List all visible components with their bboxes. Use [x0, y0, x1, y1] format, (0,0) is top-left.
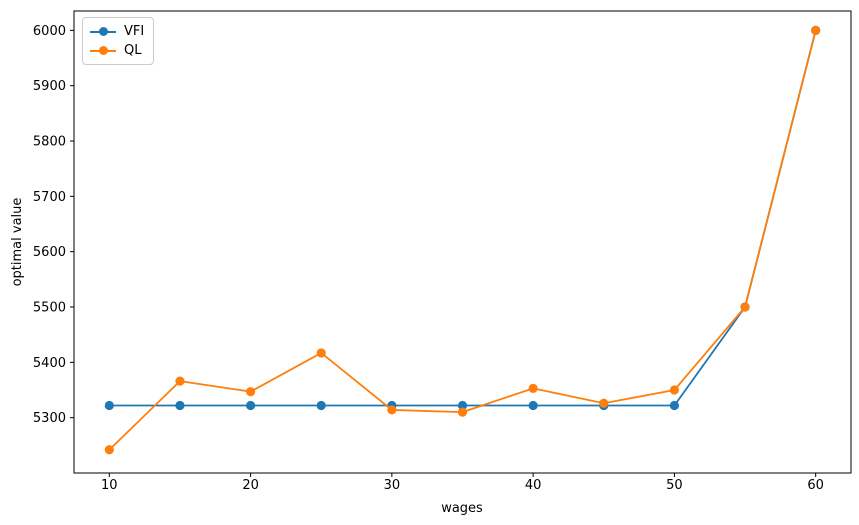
y-tick-label: 6000 — [33, 24, 66, 39]
series-marker-vfi — [104, 400, 114, 411]
series-marker-vfi — [316, 400, 326, 411]
x-tick-label: 10 — [101, 478, 118, 493]
series-marker-ql — [175, 376, 185, 386]
series-marker-ql — [811, 25, 821, 35]
legend-item-vfi: VFI — [90, 22, 144, 41]
series-marker-vfi — [457, 400, 468, 411]
series-marker-ql — [528, 383, 538, 393]
series-marker-ql — [740, 302, 750, 312]
series-marker-ql — [316, 348, 326, 358]
x-tick-label: 30 — [384, 478, 401, 493]
x-tick-label: 20 — [242, 478, 259, 493]
y-tick-label: 5600 — [33, 245, 66, 260]
series-marker-ql — [669, 385, 680, 395]
series-marker-vfi — [175, 400, 185, 411]
series-marker-ql — [387, 405, 397, 415]
legend-item-ql: QL — [90, 41, 144, 60]
x-tick-label: 40 — [525, 478, 542, 493]
series-marker-ql — [104, 445, 114, 455]
vfi-line-marker-icon — [90, 27, 116, 37]
y-tick-label: 5500 — [33, 301, 66, 316]
series-marker-ql — [245, 387, 256, 397]
x-tick-label: 60 — [807, 478, 824, 493]
series-marker-ql — [457, 407, 468, 417]
y-tick-label: 5900 — [33, 79, 66, 94]
x-axis-label: wages — [441, 501, 483, 516]
legend-label-ql: QL — [124, 43, 142, 58]
y-tick-label: 5800 — [33, 135, 66, 150]
legend-label-vfi: VFI — [124, 24, 145, 39]
y-tick-label: 5300 — [33, 411, 66, 426]
series-marker-ql — [599, 398, 609, 408]
series-marker-vfi — [528, 400, 538, 411]
series-marker-vfi — [245, 400, 256, 411]
y-tick-label: 5700 — [33, 190, 66, 205]
ql-line-marker-icon — [90, 46, 116, 56]
series-line-ql — [108, 29, 817, 451]
y-axis-label: optimal value — [10, 198, 25, 287]
series-marker-vfi — [669, 400, 680, 411]
axes-frame — [73, 10, 852, 474]
legend: VFI QL — [82, 17, 155, 65]
x-tick-label: 50 — [666, 478, 683, 493]
y-tick-label: 5400 — [33, 356, 66, 371]
